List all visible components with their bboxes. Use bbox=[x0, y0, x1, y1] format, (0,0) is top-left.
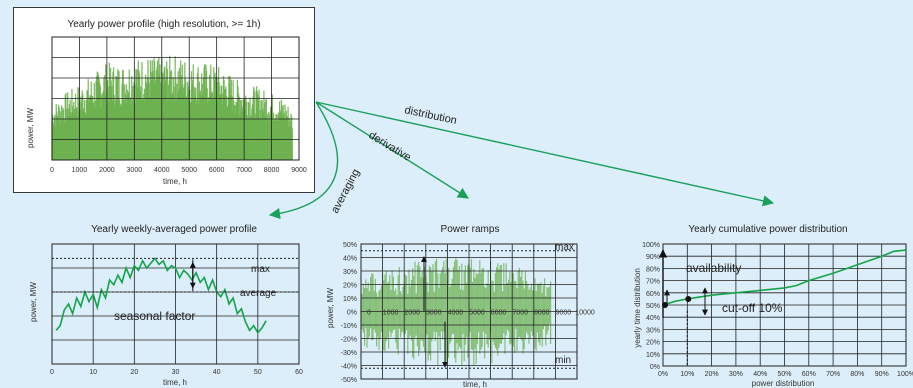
weekly-xtick-60: 60 bbox=[295, 369, 303, 376]
weekly-chart-plot bbox=[52, 244, 299, 364]
ramps-ytick-20%: 20% bbox=[343, 283, 357, 290]
ramps-min-label: min bbox=[555, 355, 571, 366]
weekly-chart-xlabel: time, h bbox=[163, 378, 187, 387]
main-xtick-2000: 2000 bbox=[99, 167, 115, 174]
main-chart-plot bbox=[52, 37, 299, 160]
cum-xtick-60%: 60% bbox=[802, 371, 816, 378]
ramps-xtick-4000: 4000 bbox=[448, 310, 464, 317]
cumulative-chart-xticks: 0% 10% 20% 30% 40% 50% 60% 70% 80% 90% 100% bbox=[658, 371, 913, 378]
cum-ytick-10%: 10% bbox=[646, 352, 660, 359]
cumulative-chart-xlabel: power distribution bbox=[752, 379, 815, 388]
ramps-chart-ylabel: power, MW bbox=[326, 288, 335, 328]
ramps-ytick-40%: 40% bbox=[343, 256, 357, 263]
weekly-xtick-10: 10 bbox=[89, 369, 97, 376]
cutoff-point bbox=[685, 296, 691, 302]
cum-ytick-60%: 60% bbox=[646, 291, 660, 298]
weekly-chart-title: Yearly weekly-averaged power profile bbox=[91, 224, 257, 235]
weekly-chart: Yearly weekly-averaged power profile pow… bbox=[29, 224, 303, 387]
weekly-chart-ylabel: power, MW bbox=[29, 282, 38, 322]
main-xtick-4000: 4000 bbox=[154, 167, 170, 174]
ramps-xtick-0: 0 bbox=[367, 310, 371, 317]
main-xtick-8000: 8000 bbox=[264, 167, 280, 174]
main-xtick-5000: 5000 bbox=[181, 167, 197, 174]
main-xtick-0: 0 bbox=[50, 167, 54, 174]
main-xtick-1000: 1000 bbox=[72, 167, 88, 174]
main-xtick-7000: 7000 bbox=[236, 167, 252, 174]
cum-xtick-0%: 0% bbox=[658, 371, 668, 378]
derivative-label: derivative bbox=[366, 129, 413, 164]
weekly-average-label: average bbox=[240, 288, 277, 299]
ramps-chart-yticks: 50% 40% 30% 20% 10% 0% -10% -20% -30% -40% -50% bbox=[341, 242, 357, 384]
cum-ytick-100%: 100% bbox=[642, 242, 660, 249]
cum-xtick-70%: 70% bbox=[826, 371, 840, 378]
cumulative-chart: Yearly cumulative power distribution 100… bbox=[633, 224, 913, 388]
ramps-chart-xlabel: time, h bbox=[463, 380, 487, 388]
weekly-max-label: max bbox=[251, 264, 270, 275]
ramps-ytick--10%: -10% bbox=[341, 323, 357, 330]
cum-ytick-30%: 30% bbox=[646, 327, 660, 334]
cum-xtick-80%: 80% bbox=[850, 371, 864, 378]
distribution-arrow bbox=[316, 102, 773, 203]
ramps-ytick--50%: -50% bbox=[341, 377, 357, 384]
ramps-chart: Power ramps 50% 40% 30% 20% 10% 0% -10% -20% -30… bbox=[326, 224, 595, 388]
cum-xtick-40%: 40% bbox=[753, 371, 767, 378]
cumulative-chart-yticks: 100% 90% 80% 70% 60% 50% 40% 30% 20% 10% 0% bbox=[642, 242, 660, 371]
cum-ytick-80%: 80% bbox=[646, 266, 660, 273]
ramps-ytick--20%: -20% bbox=[341, 337, 357, 344]
ramps-xtick-6000: 6000 bbox=[491, 310, 507, 317]
averaging-label: averaging bbox=[329, 167, 362, 215]
cum-xtick-20%: 20% bbox=[705, 371, 719, 378]
ramps-ytick-50%: 50% bbox=[343, 242, 357, 249]
availability-label: availability bbox=[686, 261, 741, 275]
cum-ytick-50%: 50% bbox=[646, 303, 660, 310]
ramps-xtick-9000: 9000 bbox=[556, 310, 572, 317]
weekly-xtick-30: 30 bbox=[172, 369, 180, 376]
weekly-seasonal-label: seasonal factor bbox=[114, 309, 195, 323]
ramps-xtick-7000: 7000 bbox=[512, 310, 528, 317]
cum-ytick-0%: 0% bbox=[650, 364, 660, 371]
main-chart-title: Yearly power profile (high resolution, >… bbox=[67, 19, 260, 30]
weekly-chart-xticks: 0 10 20 30 40 50 60 bbox=[50, 369, 303, 376]
cum-ytick-40%: 40% bbox=[646, 315, 660, 322]
ramps-max-label: max bbox=[555, 242, 574, 253]
cum-ytick-20%: 20% bbox=[646, 340, 660, 347]
main-chart-xticks: 0 1000 2000 3000 4000 5000 6000 7000 8000 9000 bbox=[50, 167, 307, 174]
main-chart-xlabel: time, h bbox=[163, 177, 187, 186]
ramps-xtick-2000: 2000 bbox=[404, 310, 420, 317]
ramps-xtick-3000: 3000 bbox=[426, 310, 442, 317]
main-xtick-3000: 3000 bbox=[127, 167, 143, 174]
ramps-xtick-5000: 5000 bbox=[469, 310, 485, 317]
weekly-xtick-40: 40 bbox=[213, 369, 221, 376]
cum-ytick-70%: 70% bbox=[646, 279, 660, 286]
main-xtick-6000: 6000 bbox=[209, 167, 225, 174]
ramps-ytick--40%: -40% bbox=[341, 364, 357, 371]
ramps-ytick--30%: -30% bbox=[341, 350, 357, 357]
weekly-xtick-50: 50 bbox=[254, 369, 262, 376]
ramps-xtick-8000: 8000 bbox=[534, 310, 550, 317]
cumulative-chart-ylabel: yearly time distribution bbox=[633, 268, 642, 348]
cum-xtick-90%: 90% bbox=[875, 371, 889, 378]
ramps-ytick-10%: 10% bbox=[343, 296, 357, 303]
cum-xtick-10%: 10% bbox=[680, 371, 694, 378]
main-chart: Yearly power profile (high resolution, >… bbox=[26, 19, 307, 186]
cum-xtick-100%: 100% bbox=[897, 371, 913, 378]
ramps-ytick-0%: 0% bbox=[347, 310, 357, 317]
ramps-ytick-30%: 30% bbox=[343, 269, 357, 276]
main-chart-ylabel: power, MW bbox=[26, 108, 35, 148]
cumulative-chart-title: Yearly cumulative power distribution bbox=[688, 224, 847, 235]
cum-xtick-50%: 50% bbox=[777, 371, 791, 378]
weekly-xtick-0: 0 bbox=[50, 369, 54, 376]
weekly-xtick-20: 20 bbox=[130, 369, 138, 376]
cum-xtick-30%: 30% bbox=[729, 371, 743, 378]
ramps-chart-title: Power ramps bbox=[441, 224, 500, 235]
transform-arrows: averaging derivative distribution bbox=[270, 102, 773, 215]
ramps-xtick-1000: 1000 bbox=[383, 310, 399, 317]
cum-ytick-90%: 90% bbox=[646, 254, 660, 261]
cutoff-label: cut-off 10% bbox=[722, 301, 783, 315]
main-xtick-9000: 9000 bbox=[291, 167, 307, 174]
ramps-xtick-10000: 10000 bbox=[575, 310, 595, 317]
